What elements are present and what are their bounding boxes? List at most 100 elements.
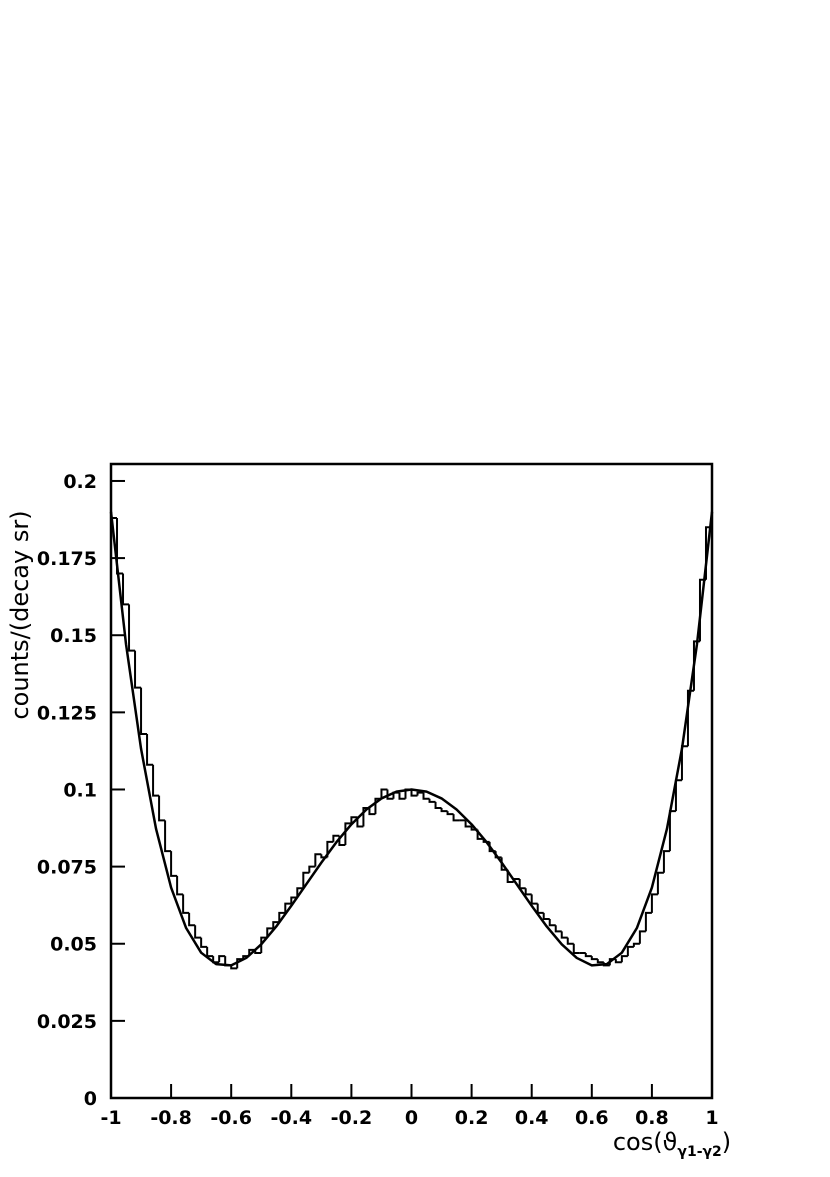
histogram-bin xyxy=(152,764,160,797)
histogram-bin xyxy=(434,801,442,809)
histogram-bin xyxy=(572,943,580,954)
y-tick-label: 0.15 xyxy=(50,625,97,647)
histogram-bin xyxy=(272,921,280,929)
histogram-bin xyxy=(266,927,274,938)
histogram-bin xyxy=(302,871,310,889)
y-tick-label: 0.2 xyxy=(63,471,97,493)
histogram-bin xyxy=(290,896,298,904)
histogram-bin xyxy=(644,911,652,932)
y-tick-label: 0.125 xyxy=(37,702,97,724)
histogram-bin xyxy=(314,853,322,867)
histogram-bin xyxy=(626,945,634,957)
histogram-bin xyxy=(410,789,418,797)
y-axis-label: counts/(decay sr) xyxy=(6,510,34,719)
x-tick-label: -0.6 xyxy=(210,1107,252,1129)
histogram-bin xyxy=(680,745,688,781)
y-tick-label: 0.05 xyxy=(50,934,97,956)
histogram-bin xyxy=(122,573,130,606)
histogram-bin xyxy=(368,807,376,816)
x-tick-label: 0.4 xyxy=(515,1107,549,1129)
histogram-bin xyxy=(590,956,598,961)
plot-frame xyxy=(109,462,714,1100)
x-tick-label: -0.8 xyxy=(150,1107,192,1129)
histogram-bin xyxy=(566,937,574,945)
histogram-bin xyxy=(686,689,694,747)
histogram-bin xyxy=(464,820,472,828)
y-tick-label: 0 xyxy=(84,1088,97,1110)
histogram-bin xyxy=(194,925,202,939)
histogram-bin xyxy=(632,942,640,947)
histogram-bin xyxy=(134,650,142,689)
x-tick-label: 0.6 xyxy=(575,1107,609,1129)
histogram-bin xyxy=(554,925,562,933)
x-tick-label: -1 xyxy=(100,1107,121,1129)
y-tick-label: 0.175 xyxy=(37,548,97,570)
y-tick-label: 0.1 xyxy=(63,779,97,801)
histogram-bin xyxy=(284,902,292,913)
histogram-bin xyxy=(674,779,682,812)
x-tick-label: -0.4 xyxy=(271,1107,313,1129)
histogram-bin xyxy=(536,903,544,914)
fit-curve xyxy=(109,511,714,967)
x-tick-label: -0.2 xyxy=(331,1107,373,1129)
histogram-bin xyxy=(386,789,394,800)
x-tick-label: 0 xyxy=(405,1107,418,1129)
histogram-bin xyxy=(530,894,538,905)
histogram-bin xyxy=(380,788,388,799)
histogram-bin xyxy=(560,931,568,939)
histogram-bin xyxy=(170,851,178,877)
histogram-bin xyxy=(206,946,214,958)
histogram-bin xyxy=(668,810,676,852)
histogram-bin xyxy=(548,919,556,927)
x-axis-label: cos(ϑγ1-γ2) xyxy=(613,1128,731,1160)
histogram-bin xyxy=(506,869,514,884)
histogram-bin xyxy=(356,817,364,828)
histogram-bin xyxy=(176,875,184,896)
histogram-bin xyxy=(140,687,148,735)
histogram-bin xyxy=(326,840,334,858)
x-label-end: ) xyxy=(722,1128,731,1156)
x-tick-label: 1 xyxy=(705,1107,718,1129)
histogram-bin xyxy=(200,937,208,948)
histogram-bin xyxy=(650,893,658,913)
x-tick-label: 0.8 xyxy=(635,1107,669,1129)
x-tick-label: 0.2 xyxy=(455,1107,489,1129)
histogram-bin xyxy=(518,878,526,890)
histogram-bin xyxy=(662,850,670,873)
histogram-bin xyxy=(308,865,316,873)
histogram-bin xyxy=(428,798,436,803)
histogram-bin xyxy=(584,952,592,958)
y-tick-label: 0.075 xyxy=(37,857,97,879)
histogram-bin xyxy=(416,791,424,796)
histogram-bin xyxy=(188,912,196,927)
histogram-bin xyxy=(542,912,550,921)
histogram-bin xyxy=(164,820,172,853)
histogram-bin xyxy=(596,959,604,964)
y-tick-label: 0.025 xyxy=(37,1011,97,1033)
histogram-bin xyxy=(398,792,406,800)
histogram-bin xyxy=(218,955,226,963)
histogram-bin xyxy=(614,959,622,964)
histogram-bin xyxy=(422,792,430,800)
histogram-bin xyxy=(452,814,460,822)
histogram-bin xyxy=(182,894,190,914)
histogram-bin xyxy=(620,955,628,963)
histogram-bin xyxy=(350,816,358,824)
histogram-bin xyxy=(440,807,448,813)
histogram-bin xyxy=(278,911,286,923)
histogram-bin xyxy=(158,795,166,822)
histogram-bin xyxy=(656,871,664,895)
histogram-bin xyxy=(260,936,268,953)
x-label-main: cos(ϑ xyxy=(613,1128,678,1156)
histogram-bin xyxy=(524,888,532,896)
histogram-bin xyxy=(128,604,136,652)
histogram-bin xyxy=(638,930,646,944)
histogram-bin xyxy=(146,733,154,766)
histogram-bin xyxy=(332,834,340,842)
histogram-bin xyxy=(344,822,352,846)
histogram-bin xyxy=(446,811,454,816)
x-label-sub: γ1-γ2 xyxy=(677,1144,721,1160)
histogram-bin xyxy=(296,887,304,898)
